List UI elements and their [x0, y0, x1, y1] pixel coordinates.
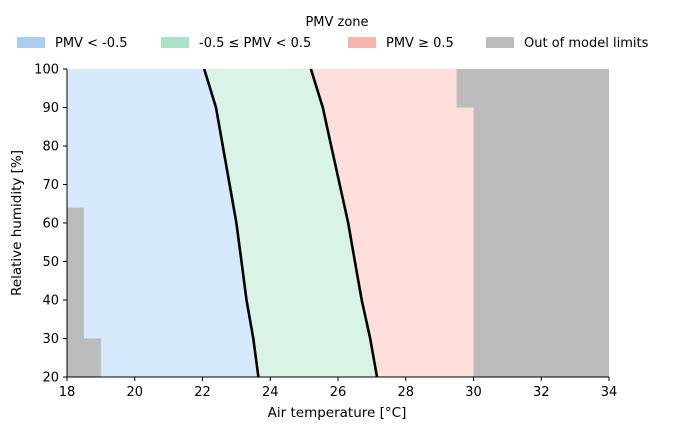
legend-entry-warm: PMV ≥ 0.5 — [348, 36, 454, 51]
y-tick-label: 40 — [42, 294, 59, 309]
x-tick-label: 32 — [533, 385, 550, 400]
x-tick-label: 22 — [194, 385, 211, 400]
legend-label-cold: PMV < -0.5 — [55, 36, 127, 51]
y-tick-label: 70 — [42, 178, 59, 193]
x-tick-label: 24 — [262, 385, 279, 400]
x-tick-label: 18 — [59, 385, 76, 400]
legend-entry-cold: PMV < -0.5 — [17, 36, 127, 51]
legend-swatch-neutral — [161, 37, 189, 48]
legend-title: PMV zone — [305, 15, 368, 30]
region-cold — [67, 69, 259, 377]
legend-swatch-warm — [348, 37, 376, 48]
legend-swatch-cold — [17, 37, 45, 48]
legend-entry-neutral: -0.5 ≤ PMV < 0.5 — [161, 36, 311, 51]
legend: PMV zone PMV < -0.5 -0.5 ≤ PMV < 0.5 PMV ≥… — [17, 15, 649, 51]
legend-label-out: Out of model limits — [524, 36, 649, 51]
y-tick-label: 80 — [42, 140, 59, 155]
legend-label-neutral: -0.5 ≤ PMV < 0.5 — [199, 36, 311, 51]
pmv-boundary-line-2 — [309, 68, 379, 378]
x-tick-label: 28 — [397, 385, 414, 400]
pmv-boundary-line-1 — [202, 68, 260, 378]
y-tick-label: 90 — [42, 101, 59, 116]
y-tick-label: 60 — [42, 217, 59, 232]
y-tick-label: 100 — [34, 63, 59, 78]
x-tick-label: 34 — [601, 385, 618, 400]
legend-entry-out: Out of model limits — [486, 36, 649, 51]
x-tick-label: 30 — [465, 385, 482, 400]
legend-swatch-out — [486, 37, 514, 48]
legend-label-warm: PMV ≥ 0.5 — [386, 36, 454, 51]
y-tick-label: 30 — [42, 332, 59, 347]
x-tick-label: 20 — [126, 385, 143, 400]
plot-area — [67, 68, 609, 378]
y-tick-label: 20 — [42, 371, 59, 386]
y-axis-label: Relative humidity [%] — [9, 150, 25, 296]
x-tick-label: 26 — [330, 385, 347, 400]
region-out-of-limits-1 — [67, 207, 101, 377]
region-out-of-limits-2 — [456, 69, 609, 377]
x-axis-label: Air temperature [°C] — [268, 405, 407, 421]
y-tick-label: 50 — [42, 255, 59, 270]
